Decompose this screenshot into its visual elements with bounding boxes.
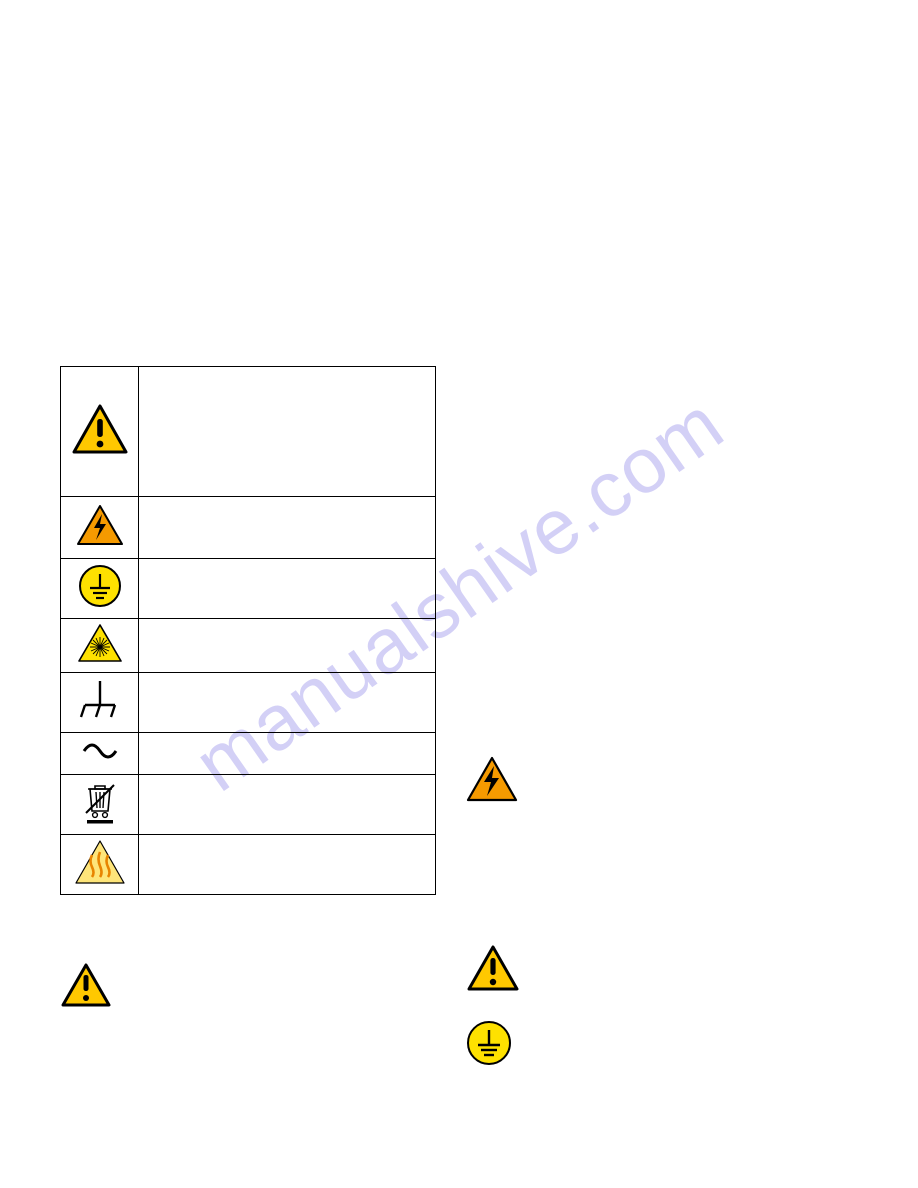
table-row: [61, 775, 436, 835]
table-row: [61, 619, 436, 673]
table-row: [61, 497, 436, 559]
table-row: [61, 367, 436, 497]
warning-icon: [60, 962, 112, 1013]
warning-icon: [466, 944, 520, 997]
chassis-ground-icon: [79, 677, 121, 728]
ac-icon: [80, 739, 120, 768]
voltage-icon: [76, 504, 124, 551]
voltage-icon: [466, 756, 518, 807]
ground-icon: [78, 564, 122, 613]
weee-icon: [80, 779, 120, 830]
symbol-reference-table: [60, 366, 436, 895]
hot-surface-icon: [74, 839, 126, 890]
table-row: [61, 559, 436, 619]
warning-icon: [71, 403, 129, 460]
ground-icon: [466, 1020, 512, 1071]
table-row: [61, 733, 436, 775]
table-row: [61, 673, 436, 733]
table-row: [61, 835, 436, 895]
laser-icon: [77, 623, 123, 668]
